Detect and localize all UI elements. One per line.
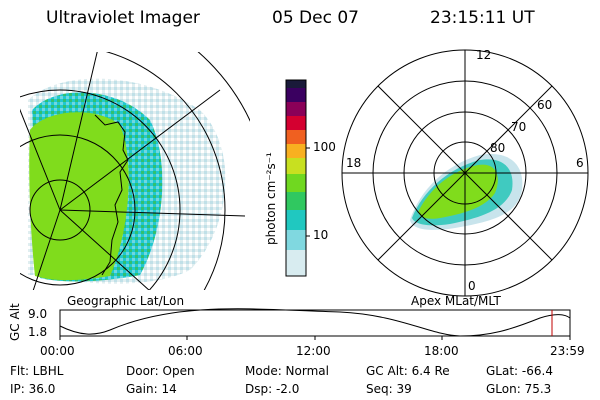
colorbar-tick-10: 10 <box>313 228 329 242</box>
status-ip: IP: 36.0 <box>10 382 56 396</box>
colorbar-unit-label: photon cm⁻²s⁻¹ <box>264 152 278 245</box>
time-tick-1200: 12:00 <box>296 344 331 358</box>
status-dsp: Dsp: -2.0 <box>245 382 300 396</box>
time-tick-1800: 18:00 <box>424 344 459 358</box>
mlt-label-6: 6 <box>576 156 584 170</box>
status-flt: Flt: LBHL <box>10 364 64 378</box>
colorbar <box>285 79 310 277</box>
instrument-title: Ultraviolet Imager <box>46 8 200 28</box>
status-gcalt: GC Alt: 6.4 Re <box>366 364 450 378</box>
time-tick-0600: 06:00 <box>168 344 203 358</box>
mlt-label-12: 12 <box>476 48 492 62</box>
status-mode: Mode: Normal <box>245 364 329 378</box>
status-glat: GLat: -66.4 <box>486 364 553 378</box>
altitude-ymin: 1.8 <box>28 325 48 339</box>
date-label: 05 Dec 07 <box>272 8 359 28</box>
lat-label-70: 70 <box>511 120 527 134</box>
coastline <box>94 114 129 276</box>
status-gain: Gain: 14 <box>126 382 177 396</box>
left-panel-caption: Geographic Lat/Lon <box>67 294 185 308</box>
altitude-ymax: 9.0 <box>28 307 48 321</box>
time-tick-2359: 23:59 <box>550 344 585 358</box>
altitude-axis-label: GC Alt <box>8 303 22 341</box>
mlt-label-18: 18 <box>346 156 362 170</box>
colorbar-tick-100: 100 <box>313 140 336 154</box>
time-tick-0000: 00:00 <box>40 344 75 358</box>
lat-label-60: 60 <box>537 98 553 112</box>
altitude-strip <box>59 308 571 340</box>
time-label: 23:15:11 UT <box>430 8 535 28</box>
lat-label-80: 80 <box>490 141 506 155</box>
status-seq: Seq: 39 <box>366 382 412 396</box>
status-glon: GLon: 75.3 <box>486 382 552 396</box>
polar-plot <box>341 49 589 297</box>
status-door: Door: Open <box>126 364 195 378</box>
right-panel-caption: Apex MLat/MLT <box>411 294 501 308</box>
mlt-label-0: 0 <box>468 279 476 293</box>
